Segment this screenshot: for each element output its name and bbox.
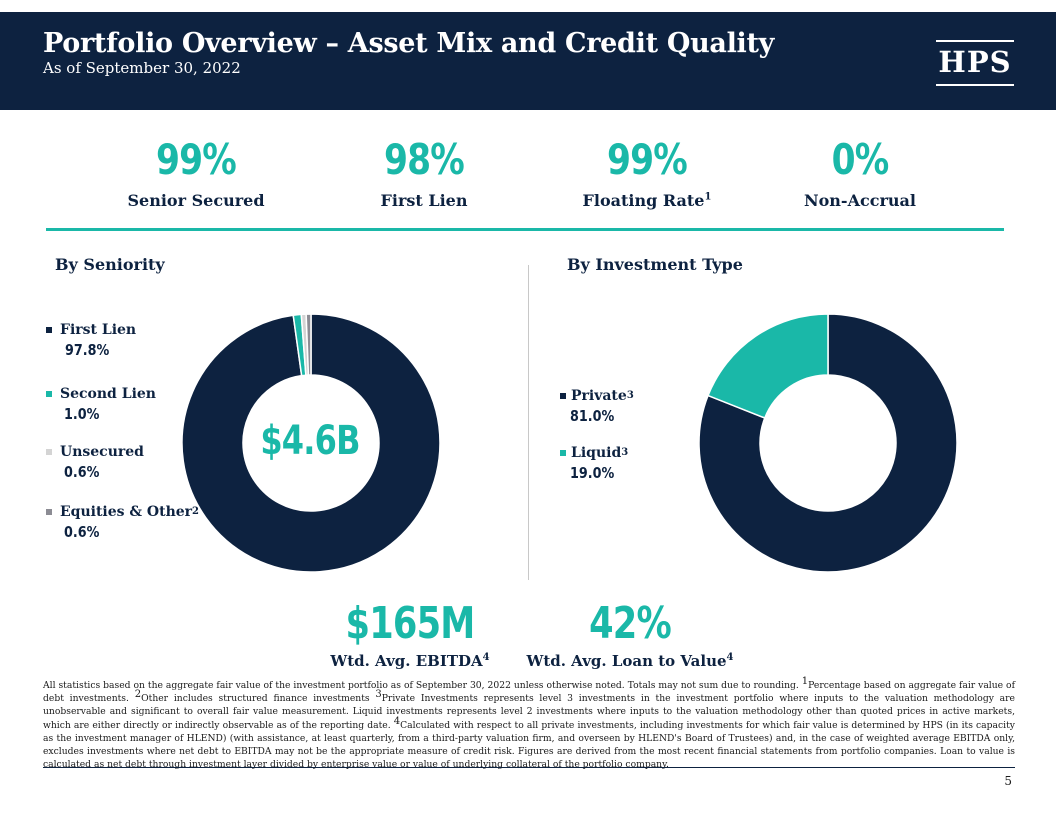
investment-type-donut-chart: [698, 313, 958, 573]
donut-slice-first-lien: [181, 313, 441, 573]
seniority-heading: By Seniority: [55, 255, 165, 274]
stat-label: Floating Rate1: [582, 191, 712, 210]
kpi-loan-to-value: 42% Wtd. Avg. Loan to Value4: [515, 598, 745, 671]
legend-second-lien: Second Lien 1.0%: [46, 386, 156, 423]
stat-value: 99%: [607, 135, 688, 184]
vertical-divider: [528, 265, 529, 580]
legend-swatch: [46, 327, 52, 333]
stat-value: 0%: [831, 135, 890, 184]
donut-slice-private: [698, 313, 958, 573]
kpi-label: Wtd. Avg. EBITDA4: [330, 652, 490, 670]
stat-value: 98%: [384, 135, 465, 184]
legend-swatch: [46, 509, 52, 515]
legend-unsecured: Unsecured 0.6%: [46, 444, 144, 481]
investment-type-heading: By Investment Type: [567, 255, 743, 274]
legend-private: Private 3 81.0%: [560, 388, 634, 425]
stat-label: Senior Secured: [127, 191, 265, 210]
donut-slice-liquid: [707, 313, 829, 419]
header-bar: [0, 12, 1056, 110]
legend-value: 97.8%: [65, 341, 110, 359]
hps-logo: HPS: [936, 40, 1014, 86]
section-divider: [46, 228, 1004, 231]
legend-value: 1.0%: [64, 405, 100, 423]
legend-swatch: [46, 449, 52, 455]
page-number: 5: [1004, 774, 1012, 788]
legend-swatch: [560, 450, 566, 456]
kpi-ebitda: $165M Wtd. Avg. EBITDA4: [300, 598, 520, 671]
stat-label: First Lien: [380, 191, 468, 210]
legend-value: 0.6%: [64, 523, 100, 541]
legend-swatch: [46, 391, 52, 397]
stat-non-accrual: 0% Non-Accrual: [770, 135, 950, 211]
portfolio-total-value: $4.6B: [260, 418, 360, 464]
footnote-rule: [43, 767, 1015, 768]
stat-first-lien: 98% First Lien: [334, 135, 514, 211]
legend-value: 19.0%: [570, 464, 615, 482]
page-title: Portfolio Overview – Asset Mix and Credi…: [43, 28, 775, 59]
donut-slice-equities-other: [305, 313, 312, 376]
legend-liquid: Liquid 3 19.0%: [560, 445, 628, 482]
seniority-donut-chart: [181, 313, 441, 573]
stat-value: 99%: [156, 135, 237, 184]
kpi-label: Wtd. Avg. Loan to Value4: [526, 652, 734, 670]
page-subtitle: As of September 30, 2022: [43, 59, 241, 77]
legend-value: 0.6%: [64, 463, 100, 481]
stat-label: Non-Accrual: [804, 191, 916, 210]
stat-floating-rate: 99% Floating Rate1: [557, 135, 737, 211]
legend-value: 81.0%: [570, 407, 615, 425]
stat-senior-secured: 99% Senior Secured: [106, 135, 286, 211]
kpi-value: $165M: [345, 598, 476, 649]
legend-equities-other: Equities & Other 2 0.6%: [46, 504, 199, 541]
legend-swatch: [560, 393, 566, 399]
kpi-value: 42%: [589, 598, 672, 649]
footnote-text: All statistics based on the aggregate fa…: [43, 675, 1015, 771]
legend-first-lien: First Lien 97.8%: [46, 322, 136, 359]
